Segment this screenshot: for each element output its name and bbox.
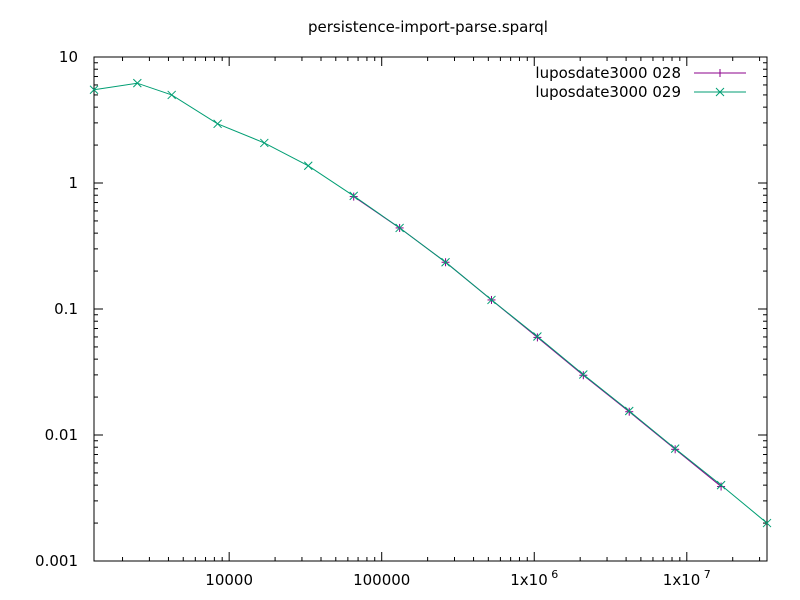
data-point	[579, 371, 588, 380]
marker-stroke	[578, 370, 588, 379]
data-point	[167, 90, 177, 100]
data-point	[395, 223, 404, 233]
marker-stroke	[213, 119, 222, 129]
axis-ticks: 10 1 0.1 0.01 0.001 10000 100000 1x10 6 1x10 7	[35, 48, 767, 589]
y-tick-label: 0.1	[54, 300, 78, 318]
data-point	[441, 257, 450, 267]
legend-label: luposdate3000 029	[535, 83, 681, 101]
data-point	[89, 85, 99, 95]
marker-stroke	[303, 161, 313, 171]
marker-stroke	[395, 223, 404, 233]
marker-stroke	[259, 138, 269, 148]
plot-area-frame	[93, 56, 768, 562]
marker-stroke	[533, 332, 542, 341]
marker-stroke	[89, 85, 99, 95]
data-point	[303, 161, 313, 171]
data-point	[670, 444, 680, 453]
data-point	[487, 295, 496, 305]
marker-stroke	[132, 78, 142, 88]
marker-stroke	[624, 406, 634, 416]
data-point	[716, 480, 726, 490]
series-line	[93, 82, 768, 524]
marker-stroke	[487, 295, 496, 305]
data-point	[625, 407, 634, 416]
x-tick-label: 1x10 7	[663, 568, 711, 589]
data-point	[717, 482, 726, 491]
data-point	[533, 333, 542, 342]
series-line	[353, 196, 722, 487]
marker-stroke	[167, 90, 177, 100]
x-tick-label: 100000	[353, 571, 410, 589]
marker-stroke	[441, 257, 450, 267]
series-2	[89, 78, 772, 528]
marker-stroke	[670, 444, 680, 453]
y-tick-label: 0.001	[35, 552, 78, 570]
marker-stroke	[762, 518, 772, 528]
legend-swatch-marker	[715, 87, 725, 97]
series-layer	[89, 78, 772, 528]
y-tick-label: 10	[59, 48, 78, 66]
data-point	[578, 370, 588, 379]
data-point	[213, 119, 222, 129]
y-tick-label: 1	[68, 174, 78, 192]
data-point	[533, 332, 542, 341]
data-point	[259, 138, 269, 148]
marker-stroke	[349, 191, 359, 201]
chart-title: persistence-import-parse.sparql	[308, 18, 548, 36]
data-point	[132, 78, 142, 88]
data-point	[349, 191, 359, 201]
legend-swatch-marker	[716, 69, 724, 77]
series-1	[349, 192, 726, 491]
marker-stroke	[715, 87, 725, 97]
marker-stroke	[716, 480, 726, 490]
x-tick-label: 1x10 6	[510, 568, 558, 589]
legend-label: luposdate3000 028	[535, 64, 681, 82]
data-point	[762, 518, 772, 528]
x-tick-label: 10000	[205, 571, 253, 589]
y-tick-label: 0.01	[45, 426, 78, 444]
data-point	[624, 406, 634, 416]
